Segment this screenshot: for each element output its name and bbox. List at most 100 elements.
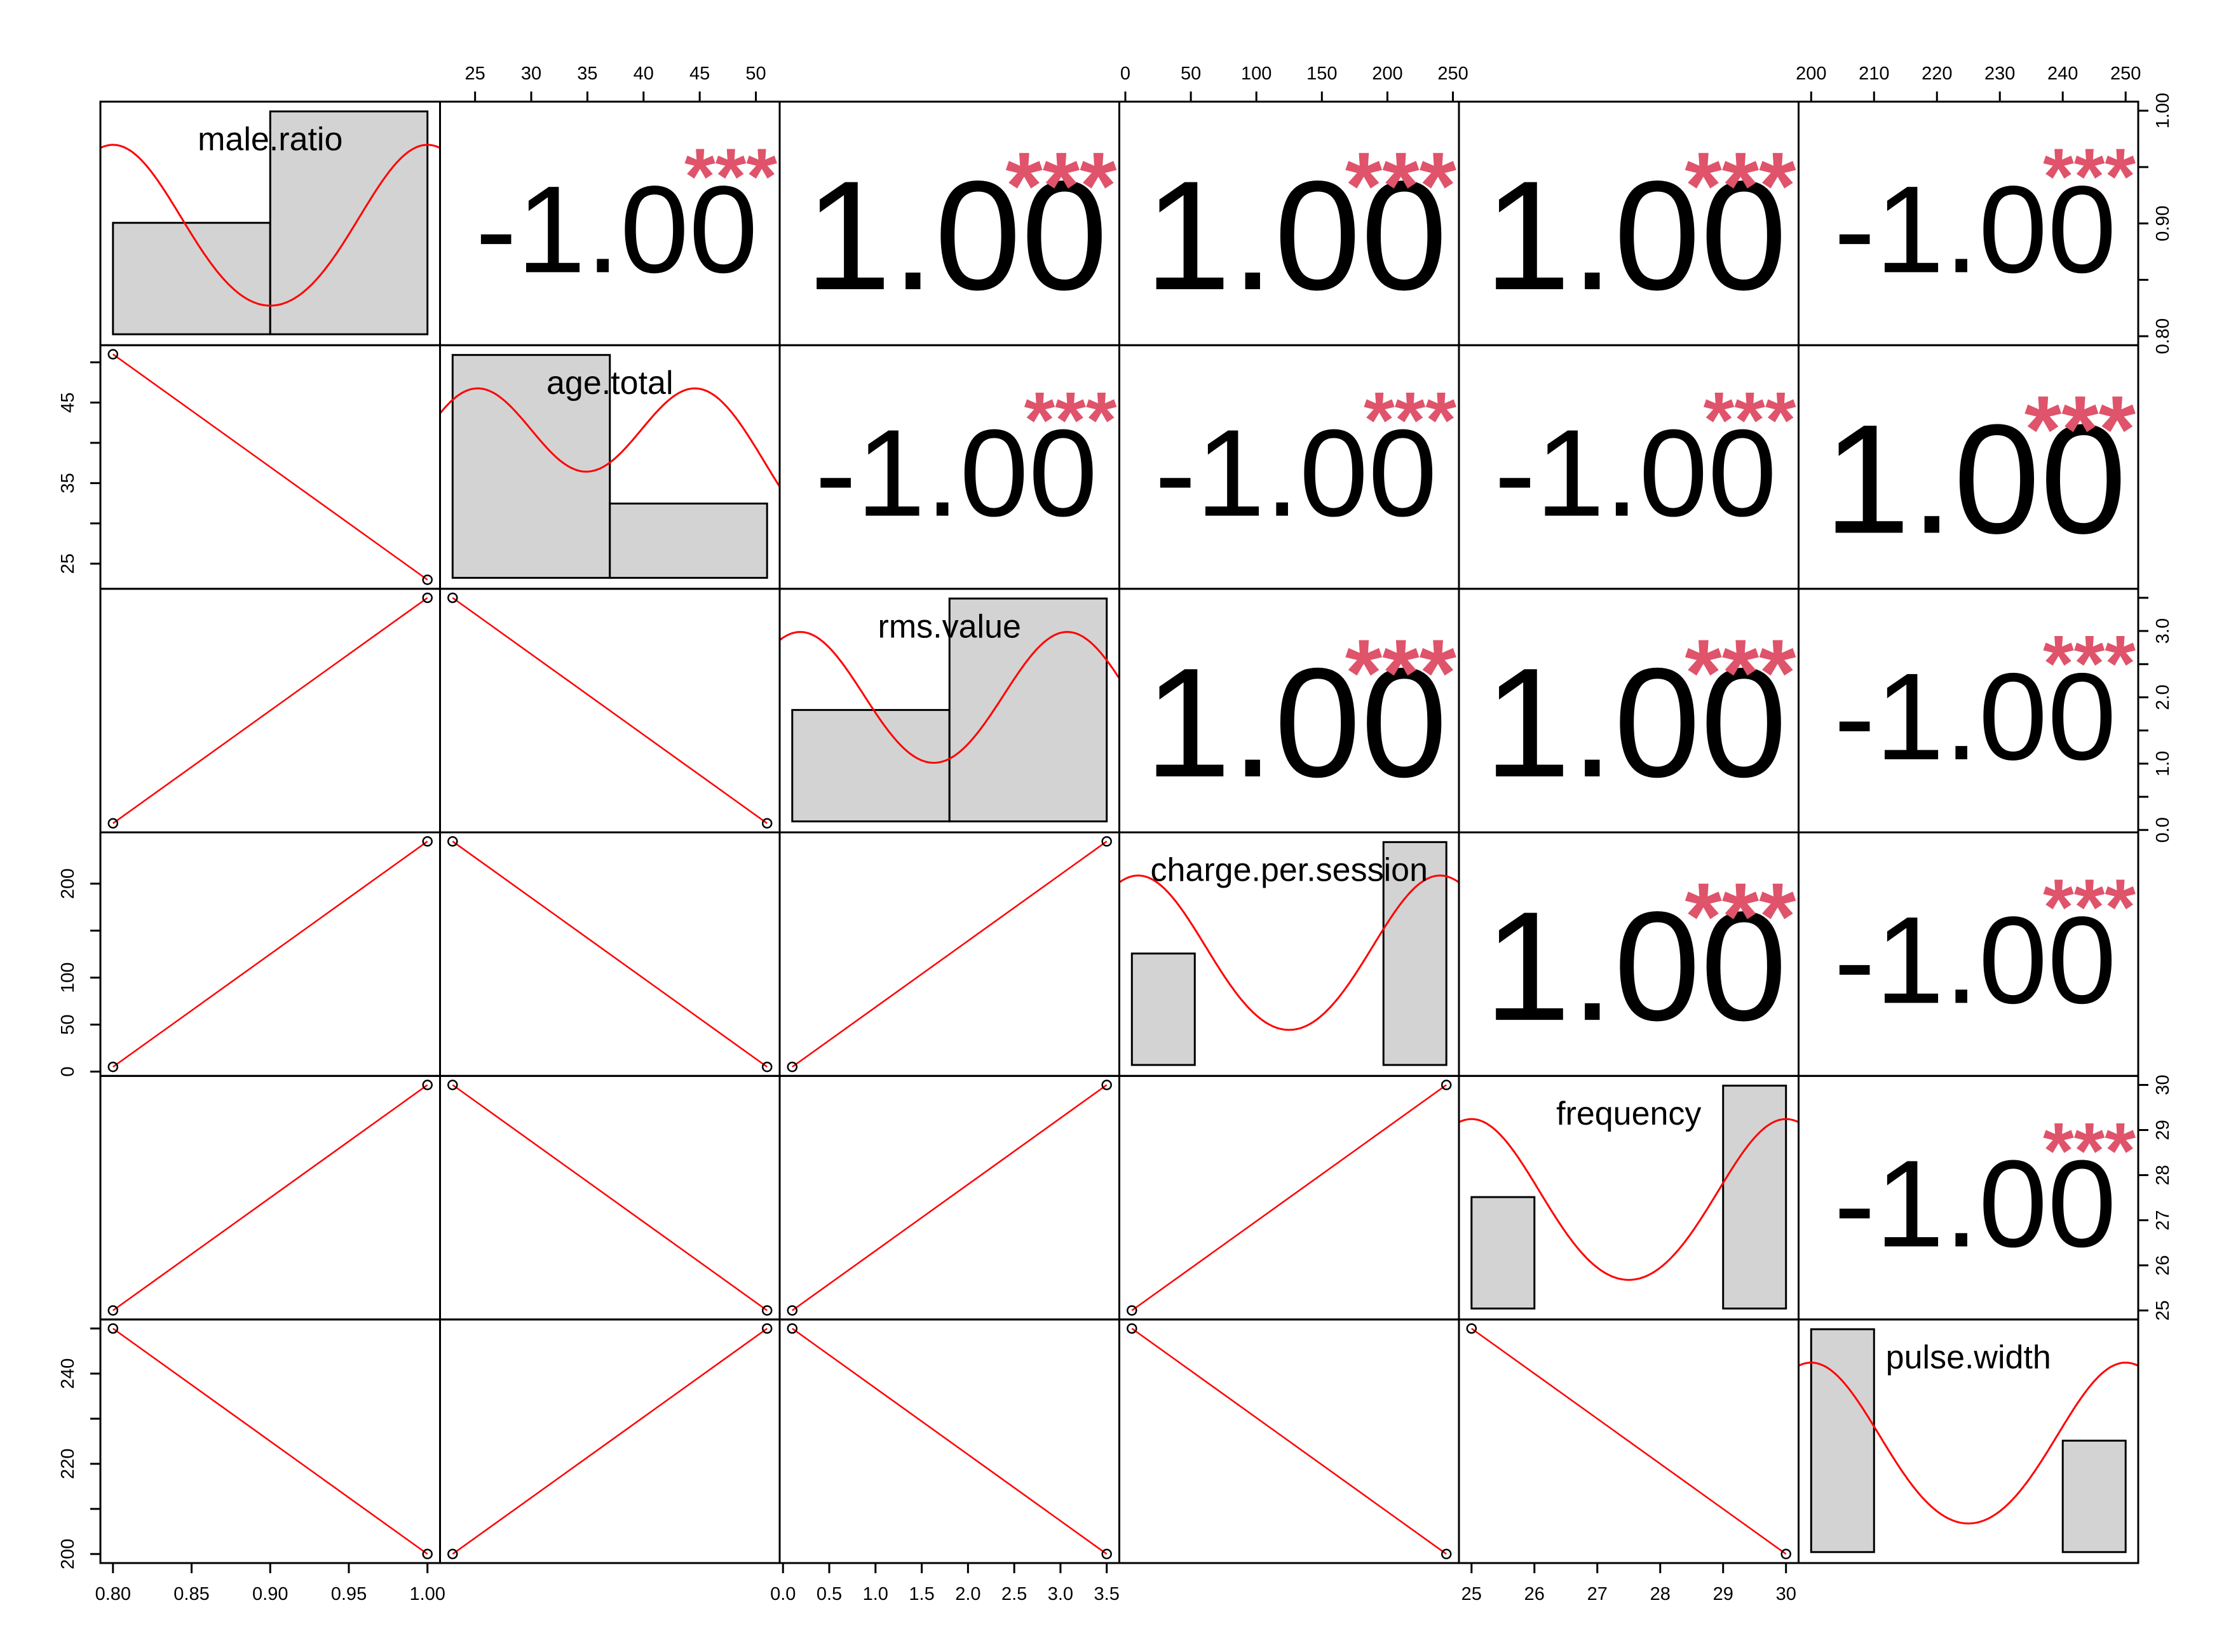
variable-label-rms.value: rms.value [878, 608, 1021, 645]
significance-stars: *** [2043, 133, 2136, 221]
scatter-panel-frequency-vs-rms.value [787, 1080, 1112, 1316]
scatter-point [761, 1323, 773, 1334]
tick-label: 1.00 [409, 1584, 445, 1604]
tick-label: 1.00 [2153, 93, 2173, 128]
correlation-panel-male.ratio-age.total: -1.00*** [475, 133, 777, 299]
correlation-value: -1.00 [1155, 404, 1437, 543]
tick-label: 27 [1587, 1584, 1608, 1604]
tick-label: 0 [58, 1066, 78, 1076]
fit-line [452, 597, 768, 824]
tick-label: 50 [1181, 64, 1201, 84]
significance-stars: *** [1364, 376, 1456, 464]
fit-line [112, 1327, 428, 1555]
correlation-value: -1.00 [1834, 1135, 2116, 1273]
tick-label: 200 [58, 869, 78, 899]
correlation-panel-age.total-frequency: -1.00*** [1495, 376, 1796, 542]
scatter-panel-pulse.width-vs-charge.per.session [1127, 1323, 1452, 1560]
fit-line [112, 841, 428, 1068]
correlation-panel-male.ratio-frequency: 1.00*** [1484, 132, 1797, 322]
histogram-bar [791, 708, 951, 823]
scatter-point [447, 1080, 458, 1090]
histogram-bar [1722, 1085, 1787, 1310]
significance-stars: *** [2043, 1107, 2136, 1195]
tick-label: 1.0 [863, 1584, 888, 1604]
tick-label: 2.0 [955, 1584, 980, 1604]
tick-label: 0.85 [173, 1584, 209, 1604]
scatter-panel-age.total-vs-male.ratio [107, 349, 433, 585]
tick-label: 25 [465, 64, 485, 84]
correlation-panel-charge.per.session-frequency: 1.00*** [1484, 863, 1797, 1053]
scatter-point [1101, 836, 1112, 847]
density-curve [100, 144, 440, 307]
tick-label: 25 [58, 553, 78, 574]
correlation-panel-rms.value-charge.per.session: 1.00*** [1144, 620, 1457, 809]
tick-label: 1.0 [2153, 751, 2173, 776]
fit-line [792, 1327, 1108, 1555]
scatter-point [447, 1548, 458, 1560]
tick-label: 50 [58, 1014, 78, 1034]
tick-label: 30 [1776, 1584, 1796, 1604]
correlation-panel-male.ratio-charge.per.session: 1.00*** [1144, 132, 1457, 322]
panel-frame [1798, 1318, 2139, 1564]
tick-label: 220 [58, 1449, 78, 1479]
tick-label: 0.0 [770, 1584, 796, 1604]
tick-label: 230 [1984, 64, 2015, 84]
scatter-point [1441, 1548, 1452, 1560]
fit-line [1471, 1327, 1787, 1555]
tick-label: 29 [1713, 1584, 1733, 1604]
significance-stars: *** [2043, 863, 2136, 952]
histogram-bar [2061, 1439, 2127, 1554]
significance-stars: *** [1704, 376, 1796, 464]
scatter-point [422, 1080, 433, 1090]
correlation-value: 1.00 [1484, 635, 1787, 809]
tick-label: 150 [1306, 64, 1337, 84]
scatter-point [447, 836, 458, 847]
tick-label: 50 [745, 64, 766, 84]
tick-label: 35 [577, 64, 597, 84]
scatter-panel-charge.per.session-vs-male.ratio [107, 836, 433, 1073]
correlation-panel-charge.per.session-pulse.width: -1.00*** [1834, 863, 2136, 1029]
correlation-value: 1.00 [1144, 148, 1448, 322]
tick-label: 0.80 [2153, 318, 2173, 354]
variable-label-age.total: age.total [546, 365, 674, 402]
tick-label: 100 [58, 962, 78, 992]
tick-label: 250 [1437, 64, 1468, 84]
scatter-point [1780, 1548, 1791, 1560]
scatter-point [107, 1305, 119, 1316]
scatter-panel-pulse.width-vs-age.total [447, 1323, 773, 1560]
tick-label: 0 [1120, 64, 1130, 84]
tick-label: 0.90 [2153, 205, 2173, 241]
significance-stars: *** [1685, 863, 1796, 970]
tick-label: 1.5 [909, 1584, 934, 1604]
density-curve [780, 631, 1120, 764]
tick-label: 3.0 [2153, 618, 2173, 644]
scatter-point [1441, 1080, 1452, 1090]
scatter-panel-pulse.width-vs-frequency [1466, 1323, 1791, 1560]
scatter-panel-frequency-vs-age.total [447, 1080, 773, 1316]
tick-label: 3.5 [1094, 1584, 1120, 1604]
scatter-panel-pulse.width-vs-male.ratio [107, 1323, 433, 1560]
fit-line [792, 841, 1108, 1068]
fit-line [112, 353, 428, 581]
correlation-panel-male.ratio-rms.value: 1.00*** [805, 132, 1118, 322]
fit-line [1131, 1327, 1447, 1555]
scatter-point [1466, 1323, 1477, 1334]
histogram-bar [1382, 841, 1448, 1066]
correlation-panel-age.total-charge.per.session: -1.00*** [1155, 376, 1456, 542]
tick-label: 0.80 [95, 1584, 131, 1604]
tick-label: 2.5 [1001, 1584, 1027, 1604]
scatter-panel-pulse.width-vs-rms.value [787, 1323, 1112, 1560]
tick-label: 250 [2110, 64, 2141, 84]
scatter-point [107, 1323, 119, 1334]
scatter-point [447, 592, 458, 604]
tick-label: 45 [689, 64, 710, 84]
histogram-bar [451, 354, 611, 579]
scatter-point [422, 836, 433, 847]
fit-line [452, 841, 768, 1068]
correlation-panel-age.total-pulse.width: 1.00*** [1824, 376, 2136, 565]
diagonal-panel-age.total: age.total [440, 354, 780, 579]
correlation-value: 1.00 [1484, 148, 1787, 322]
significance-stars: *** [2024, 376, 2136, 482]
scatter-point [761, 1305, 773, 1316]
